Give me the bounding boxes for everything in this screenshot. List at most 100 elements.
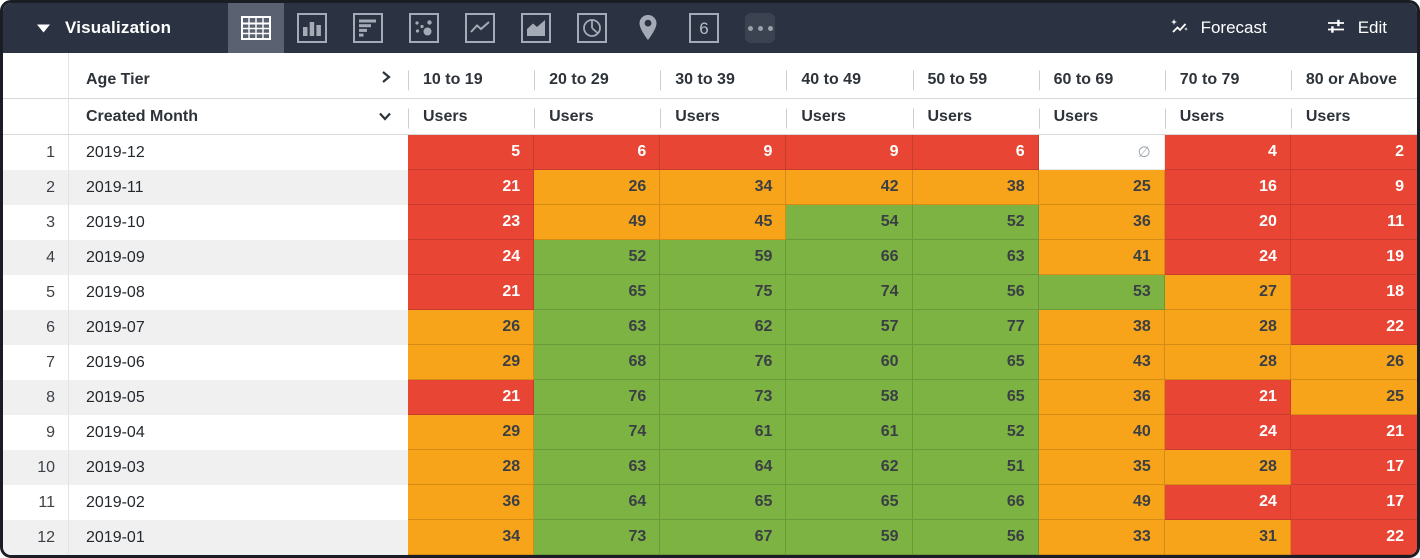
single-value-chart-icon[interactable]: 6 xyxy=(676,3,732,53)
users-value-cell[interactable]: 56 xyxy=(912,520,1039,555)
created-month-cell[interactable]: 2019-09 xyxy=(69,240,408,275)
users-value-cell[interactable]: 26 xyxy=(1290,345,1417,380)
users-value-cell[interactable]: 28 xyxy=(408,450,535,485)
chevron-down-icon[interactable] xyxy=(378,108,392,126)
area-chart-icon[interactable] xyxy=(508,3,564,53)
users-value-cell[interactable]: 21 xyxy=(1164,380,1291,415)
users-value-cell[interactable]: 28 xyxy=(1164,450,1291,485)
users-value-cell[interactable]: 63 xyxy=(534,310,661,345)
pivot-column-header[interactable]: 80 or Above xyxy=(1291,53,1417,98)
users-value-cell[interactable]: 52 xyxy=(912,205,1039,240)
users-value-cell[interactable]: 54 xyxy=(786,205,913,240)
users-value-cell[interactable]: 65 xyxy=(912,380,1039,415)
users-value-cell[interactable]: 36 xyxy=(1038,205,1165,240)
users-value-cell[interactable]: 24 xyxy=(1164,240,1291,275)
users-value-cell[interactable]: 2 xyxy=(1290,135,1417,170)
users-value-cell[interactable]: 38 xyxy=(1038,310,1165,345)
users-value-cell[interactable]: 28 xyxy=(1164,310,1291,345)
measure-column-header[interactable]: Users xyxy=(660,99,786,134)
users-value-cell[interactable]: 26 xyxy=(534,170,661,205)
users-value-cell[interactable]: 16 xyxy=(1164,170,1291,205)
users-value-cell[interactable]: 75 xyxy=(660,275,787,310)
users-value-cell[interactable]: 61 xyxy=(786,415,913,450)
users-value-cell[interactable]: 26 xyxy=(408,310,535,345)
users-value-cell[interactable]: 43 xyxy=(1038,345,1165,380)
users-value-cell[interactable]: 29 xyxy=(408,415,535,450)
line-chart-icon[interactable] xyxy=(452,3,508,53)
created-month-cell[interactable]: 2019-12 xyxy=(69,135,408,170)
pivot-dimension-header[interactable]: Age Tier xyxy=(69,53,408,98)
users-value-cell[interactable]: 25 xyxy=(1038,170,1165,205)
more-viz-types-icon[interactable] xyxy=(732,3,788,53)
users-value-cell[interactable]: 24 xyxy=(408,240,535,275)
created-month-cell[interactable]: 2019-11 xyxy=(69,170,408,205)
pivot-column-header[interactable]: 40 to 49 xyxy=(786,53,912,98)
users-value-cell[interactable]: 18 xyxy=(1290,275,1417,310)
pivot-column-header[interactable]: 60 to 69 xyxy=(1039,53,1165,98)
measure-column-header[interactable]: Users xyxy=(1165,99,1291,134)
chevron-right-icon[interactable] xyxy=(380,70,392,89)
users-value-cell[interactable]: 59 xyxy=(786,520,913,555)
users-value-cell[interactable]: 24 xyxy=(1164,415,1291,450)
users-value-cell[interactable]: 63 xyxy=(912,240,1039,275)
edit-button[interactable]: Edit xyxy=(1325,15,1387,42)
users-value-cell[interactable]: 24 xyxy=(1164,485,1291,520)
users-value-cell[interactable]: 67 xyxy=(660,520,787,555)
users-value-cell[interactable]: 65 xyxy=(786,485,913,520)
users-value-cell[interactable]: 22 xyxy=(1290,520,1417,555)
measure-column-header[interactable]: Users xyxy=(913,99,1039,134)
users-value-cell[interactable]: 77 xyxy=(912,310,1039,345)
users-value-cell[interactable]: 74 xyxy=(786,275,913,310)
users-value-cell[interactable]: 29 xyxy=(408,345,535,380)
users-value-cell[interactable]: 23 xyxy=(408,205,535,240)
users-value-cell[interactable]: 27 xyxy=(1164,275,1291,310)
users-value-cell[interactable]: 60 xyxy=(786,345,913,380)
users-value-cell[interactable]: 66 xyxy=(912,485,1039,520)
users-value-cell[interactable]: 57 xyxy=(786,310,913,345)
pie-chart-icon[interactable] xyxy=(564,3,620,53)
created-month-cell[interactable]: 2019-10 xyxy=(69,205,408,240)
users-value-cell[interactable]: 61 xyxy=(660,415,787,450)
created-month-cell[interactable]: 2019-03 xyxy=(69,450,408,485)
created-month-cell[interactable]: 2019-06 xyxy=(69,345,408,380)
measure-column-header[interactable]: Users xyxy=(1291,99,1417,134)
users-value-cell[interactable]: 76 xyxy=(534,380,661,415)
users-value-cell[interactable]: 36 xyxy=(1038,380,1165,415)
measure-column-header[interactable]: Users xyxy=(1039,99,1165,134)
users-value-cell[interactable]: 9 xyxy=(1290,170,1417,205)
users-value-cell[interactable]: 17 xyxy=(1290,485,1417,520)
users-value-cell[interactable]: 38 xyxy=(912,170,1039,205)
users-value-cell[interactable]: 73 xyxy=(660,380,787,415)
created-month-cell[interactable]: 2019-05 xyxy=(69,380,408,415)
measure-column-header[interactable]: Users xyxy=(786,99,912,134)
pivot-column-header[interactable]: 70 to 79 xyxy=(1165,53,1291,98)
users-value-cell[interactable]: 33 xyxy=(1038,520,1165,555)
users-value-cell[interactable]: 35 xyxy=(1038,450,1165,485)
users-value-cell[interactable]: 20 xyxy=(1164,205,1291,240)
users-value-cell[interactable]: 21 xyxy=(1290,415,1417,450)
users-value-cell[interactable]: 6 xyxy=(912,135,1039,170)
users-value-cell[interactable]: 53 xyxy=(1038,275,1165,310)
users-value-cell[interactable]: 21 xyxy=(408,170,535,205)
users-value-cell[interactable]: 34 xyxy=(408,520,535,555)
users-value-cell[interactable]: 63 xyxy=(534,450,661,485)
table-chart-icon[interactable] xyxy=(228,3,284,53)
users-value-cell[interactable]: 74 xyxy=(534,415,661,450)
visualization-collapse-header[interactable]: Visualization xyxy=(3,3,228,53)
users-value-cell[interactable]: 68 xyxy=(534,345,661,380)
users-value-cell[interactable]: 65 xyxy=(660,485,787,520)
users-value-cell[interactable]: 36 xyxy=(408,485,535,520)
pivot-column-header[interactable]: 50 to 59 xyxy=(913,53,1039,98)
users-value-cell[interactable]: 34 xyxy=(660,170,787,205)
created-month-cell[interactable]: 2019-07 xyxy=(69,310,408,345)
bar-chart-icon[interactable] xyxy=(340,3,396,53)
users-value-cell[interactable]: 73 xyxy=(534,520,661,555)
users-value-cell[interactable]: 76 xyxy=(660,345,787,380)
row-dimension-header[interactable]: Created Month xyxy=(69,99,408,134)
created-month-cell[interactable]: 2019-02 xyxy=(69,485,408,520)
measure-column-header[interactable]: Users xyxy=(534,99,660,134)
users-value-cell[interactable]: 6 xyxy=(534,135,661,170)
users-value-cell[interactable]: 51 xyxy=(912,450,1039,485)
users-value-cell[interactable]: 9 xyxy=(660,135,787,170)
users-value-cell[interactable]: 66 xyxy=(786,240,913,275)
